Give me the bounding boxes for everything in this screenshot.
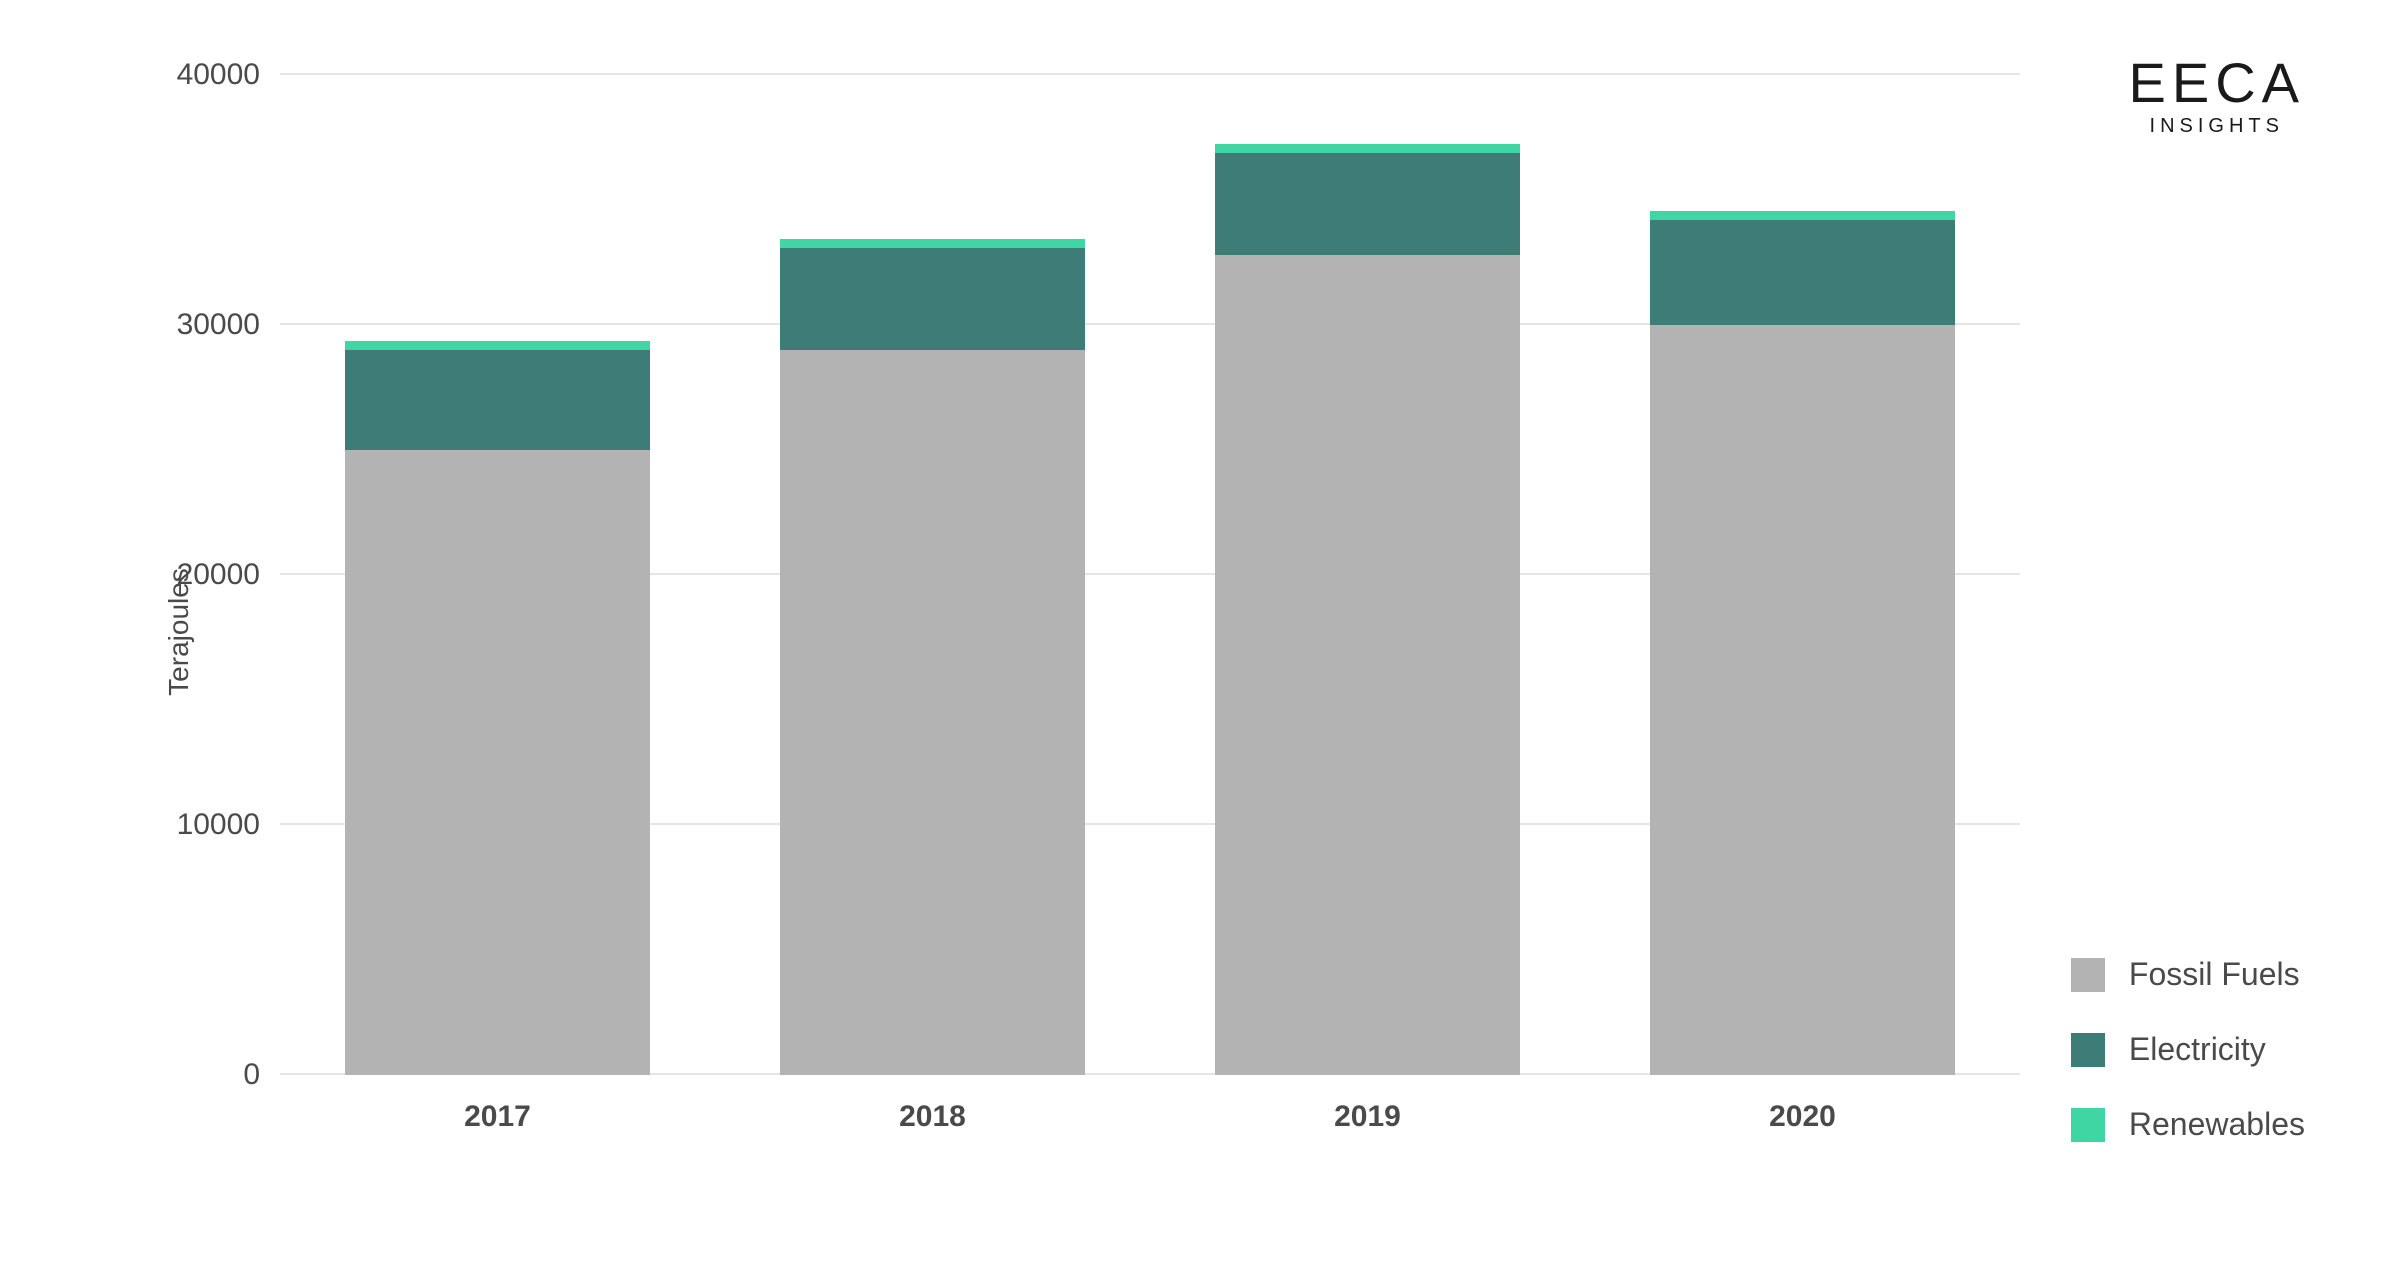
bar-segment-fossil	[1650, 325, 1955, 1075]
x-tick: 2020	[1650, 1100, 1955, 1134]
plot-area	[280, 75, 2020, 1075]
x-tick: 2017	[345, 1100, 650, 1134]
brand-subtitle: INSIGHTS	[2129, 115, 2306, 138]
bar-2020	[1650, 211, 1955, 1075]
bar-segment-fossil	[1215, 255, 1520, 1075]
legend-swatch	[2071, 1033, 2105, 1067]
legend: Fossil Fuels Electricity Renewables	[2071, 918, 2305, 1143]
chart-canvas: EECA INSIGHTS Terajoules 010000200003000…	[0, 0, 2400, 1263]
bar-segment-fossil	[345, 450, 650, 1075]
legend-item-electricity: Electricity	[2071, 1031, 2305, 1068]
x-tick-labels: 2017 2018 2019 2020	[280, 1100, 2020, 1134]
legend-label: Electricity	[2129, 1031, 2266, 1068]
y-tick: 10000	[100, 808, 260, 842]
bar-segment-fossil	[780, 350, 1085, 1075]
bar-2017	[345, 341, 650, 1075]
y-tick: 40000	[100, 58, 260, 92]
bar-segment-electricity	[1650, 220, 1955, 325]
legend-item-fossil: Fossil Fuels	[2071, 956, 2305, 993]
bar-segment-renewables	[780, 239, 1085, 248]
legend-item-renewables: Renewables	[2071, 1106, 2305, 1143]
bar-segment-electricity	[780, 248, 1085, 351]
x-tick: 2018	[780, 1100, 1085, 1134]
bar-segment-renewables	[1215, 144, 1520, 153]
bar-segment-electricity	[1215, 153, 1520, 256]
bar-container	[280, 75, 2020, 1075]
legend-label: Fossil Fuels	[2129, 956, 2300, 993]
y-tick: 0	[100, 1058, 260, 1092]
brand-name: EECA	[2129, 55, 2306, 111]
x-tick: 2019	[1215, 1100, 1520, 1134]
y-tick: 20000	[100, 558, 260, 592]
bar-segment-renewables	[1650, 211, 1955, 220]
legend-swatch	[2071, 1108, 2105, 1142]
legend-swatch	[2071, 958, 2105, 992]
bar-segment-renewables	[345, 341, 650, 350]
bar-2019	[1215, 144, 1520, 1075]
bar-2018	[780, 239, 1085, 1075]
y-tick: 30000	[100, 308, 260, 342]
legend-label: Renewables	[2129, 1106, 2305, 1143]
bar-segment-electricity	[345, 350, 650, 450]
brand-logo: EECA INSIGHTS	[2129, 55, 2306, 138]
